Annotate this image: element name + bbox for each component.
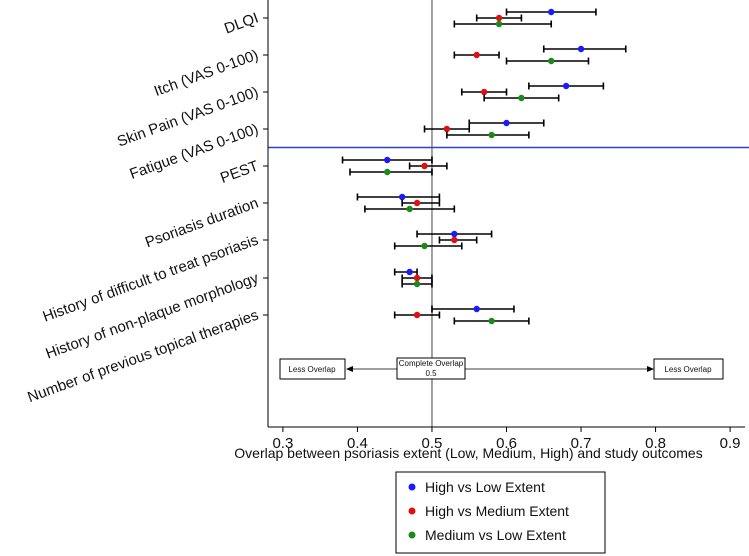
ci-mark xyxy=(483,94,560,102)
point-estimate xyxy=(473,305,480,313)
marks-layer xyxy=(341,8,627,325)
arrow-left-head xyxy=(346,366,353,372)
ci-mark xyxy=(453,51,500,59)
point-estimate xyxy=(451,230,458,238)
point-estimate xyxy=(384,156,391,164)
ci-mark xyxy=(393,242,463,250)
ci-mark xyxy=(460,88,508,96)
point-estimate xyxy=(384,168,391,176)
x-tick-label: 0.5 xyxy=(422,435,443,452)
arrow-right-head xyxy=(647,366,654,372)
point-estimate xyxy=(495,14,503,22)
category-label: DLQI xyxy=(222,10,261,38)
point-estimate xyxy=(406,205,413,213)
legend-label: Medium vs Low Extent xyxy=(425,527,566,543)
point-estimate xyxy=(413,199,421,207)
point-estimate xyxy=(398,193,406,201)
point-estimate xyxy=(451,236,458,244)
point-estimate xyxy=(548,57,555,65)
point-estimate xyxy=(421,242,428,250)
ci-mark xyxy=(349,168,433,176)
ci-mark xyxy=(542,45,627,53)
category-label: PEST xyxy=(218,158,261,187)
ci-mark xyxy=(528,82,605,90)
annotation-layer: Less Overlap Less Overlap Complete Overlap… xyxy=(279,357,724,380)
annotation-box-center xyxy=(396,357,466,380)
x-tick-label: 0.8 xyxy=(645,435,666,452)
axis-layer: 0.3 0.4 0.5 0.6 0.7 0.8 0.9 Overlap between pso… xyxy=(25,0,745,461)
point-estimate xyxy=(503,119,510,127)
legend-marker xyxy=(408,531,416,539)
ci-mark xyxy=(431,305,515,313)
ci-mark xyxy=(356,193,441,201)
legend-marker xyxy=(408,507,416,515)
x-tick-label: 0.7 xyxy=(571,435,592,452)
point-estimate xyxy=(577,45,585,53)
ci-mark xyxy=(505,57,590,65)
ci-mark xyxy=(423,125,471,133)
point-estimate xyxy=(421,162,428,170)
point-estimate xyxy=(518,94,525,102)
ci-mark xyxy=(393,311,441,319)
ci-mark xyxy=(341,156,433,164)
x-tick-label: 0.9 xyxy=(720,435,741,452)
annotation-box-left xyxy=(279,358,346,380)
point-estimate xyxy=(488,131,495,139)
ci-mark xyxy=(401,274,433,282)
point-estimate xyxy=(495,20,503,28)
x-axis-label: Overlap between psoriasis extent (Low, M… xyxy=(234,445,702,461)
ci-mark xyxy=(401,280,433,288)
ci-mark xyxy=(453,317,530,325)
ci-mark xyxy=(453,20,553,28)
point-estimate xyxy=(413,274,421,282)
annotation-center-value: 0.5 xyxy=(425,369,437,378)
point-estimate xyxy=(413,311,421,319)
ci-mark xyxy=(446,131,530,139)
x-tick-label: 0.6 xyxy=(496,435,517,452)
point-estimate xyxy=(562,82,570,90)
ci-mark xyxy=(408,162,448,170)
point-estimate xyxy=(548,8,555,16)
legend-marker xyxy=(408,483,416,491)
ci-mark xyxy=(393,268,418,276)
ci-mark xyxy=(416,230,493,238)
ci-mark xyxy=(401,199,441,207)
legend-label: High vs Low Extent xyxy=(425,479,545,495)
x-tick-label: 0.3 xyxy=(272,435,293,452)
point-estimate xyxy=(406,268,413,276)
ci-mark xyxy=(505,8,597,16)
legend-label: High vs Medium Extent xyxy=(425,503,569,519)
point-estimate xyxy=(480,88,488,96)
grid-layer xyxy=(268,0,749,427)
point-estimate xyxy=(443,125,451,133)
ci-mark xyxy=(364,205,456,213)
annotation-center-text: Complete Overlap xyxy=(399,359,464,368)
point-estimate xyxy=(473,51,480,59)
ci-mark xyxy=(468,119,545,127)
ci-mark xyxy=(475,14,523,22)
ci-mark xyxy=(438,236,478,244)
x-tick-label: 0.4 xyxy=(347,435,368,452)
point-estimate xyxy=(488,317,495,325)
annotation-right-text: Less Overlap xyxy=(664,365,712,374)
annotation-left-text: Less Overlap xyxy=(288,365,336,374)
point-estimate xyxy=(413,280,421,288)
legend-box xyxy=(395,471,606,554)
legend: High vs Low Extent High vs Medium Extent M… xyxy=(395,471,606,554)
